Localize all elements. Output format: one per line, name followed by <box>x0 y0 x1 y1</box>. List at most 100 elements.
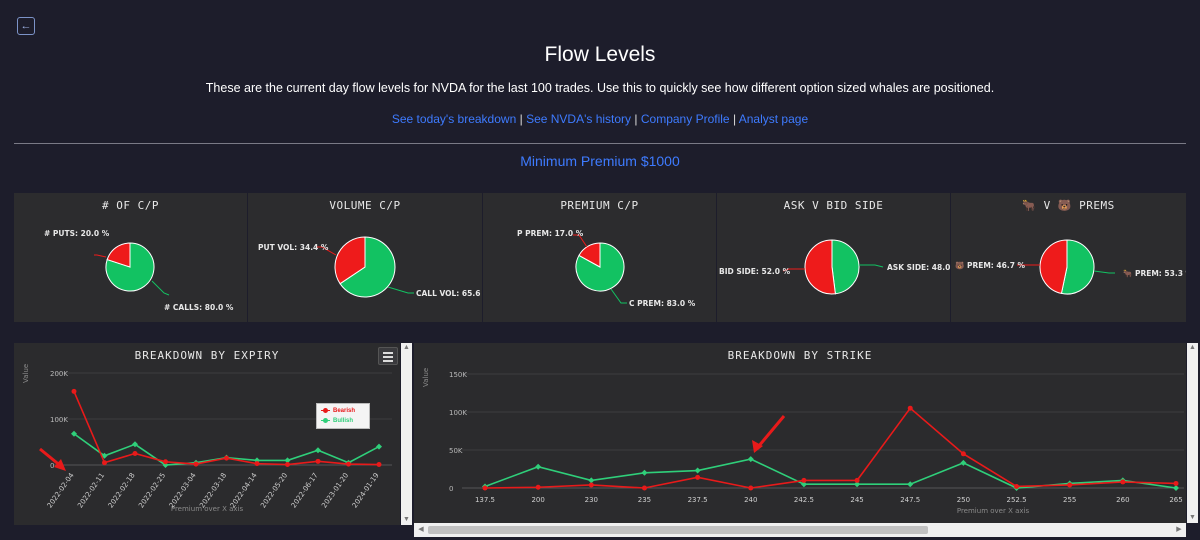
data-point[interactable] <box>588 482 594 488</box>
data-point[interactable] <box>535 484 541 490</box>
strike-vertical-scrollbar[interactable]: ▲ ▼ <box>1187 343 1198 523</box>
data-point[interactable] <box>1014 483 1020 489</box>
data-point[interactable] <box>132 441 138 448</box>
pie-label-red: 🐻 PREM: 46.7 % <box>955 261 1026 270</box>
data-point[interactable] <box>254 461 260 467</box>
data-point[interactable] <box>641 469 648 476</box>
data-point[interactable] <box>71 388 77 394</box>
scroll-left-icon[interactable]: ◀ <box>418 526 424 533</box>
y-axis-label: Value <box>422 368 430 387</box>
data-point[interactable] <box>747 456 754 463</box>
chart-menu-button[interactable] <box>378 347 398 365</box>
data-point[interactable] <box>694 467 701 474</box>
data-point[interactable] <box>163 459 168 465</box>
x-tick-label: 242.5 <box>794 496 814 504</box>
scroll-down-icon[interactable]: ▼ <box>403 516 410 523</box>
pie-slice-green[interactable] <box>105 242 155 292</box>
data-point[interactable] <box>376 443 382 450</box>
legend-dot <box>323 418 328 423</box>
data-point[interactable] <box>588 477 595 484</box>
legend-item-bearish[interactable]: Bearish <box>321 406 367 416</box>
data-point[interactable] <box>1173 485 1179 491</box>
data-point[interactable] <box>800 481 807 488</box>
strike-chart-panel: BREAKDOWN BY STRIKE Value Premium over X… <box>414 343 1186 523</box>
data-point[interactable] <box>748 485 754 491</box>
scroll-right-icon[interactable]: ▶ <box>1176 526 1182 533</box>
x-tick-label: 247.5 <box>900 496 920 504</box>
data-point[interactable] <box>695 474 701 480</box>
hamburger-icon <box>383 360 393 362</box>
x-tick-label: 2022-02-25 <box>137 472 167 510</box>
pie-panel-volume: VOLUME C/P PUT VOL: 34.4 % CALL VOL: 65.… <box>248 193 482 322</box>
strike-horizontal-scrollbar[interactable]: ◀ ▶ <box>414 523 1186 537</box>
annotation-arrow <box>39 447 66 471</box>
data-point[interactable] <box>854 481 861 488</box>
legend-label: Bearish <box>333 408 356 414</box>
pie-slice-red[interactable] <box>106 242 131 268</box>
pie-leader-green <box>387 286 414 294</box>
data-point[interactable] <box>535 463 542 470</box>
data-point[interactable] <box>132 451 138 456</box>
company-profile-link[interactable]: Company Profile <box>640 112 730 126</box>
data-point[interactable] <box>71 430 77 437</box>
x-axis-label: Premium over X axis <box>957 507 1030 515</box>
x-tick-label: 255 <box>1063 496 1076 504</box>
expiry-vertical-scrollbar[interactable]: ▲ ▼ <box>401 343 412 525</box>
pie-slice-red[interactable] <box>804 239 836 295</box>
todays-breakdown-link[interactable]: See today's breakdown <box>391 112 517 126</box>
pie-slice-green[interactable] <box>1060 239 1095 295</box>
pie-slice-green[interactable] <box>575 242 625 292</box>
pie-title: ASK V BID SIDE <box>783 199 884 212</box>
pie-leader-red <box>94 254 107 258</box>
expiry-chart-panel: BREAKDOWN BY EXPIRY Value Premium over X… <box>14 343 400 525</box>
history-link[interactable]: See NVDA's history <box>526 112 632 126</box>
data-point[interactable] <box>1173 480 1179 486</box>
scrollbar-thumb[interactable] <box>428 526 928 534</box>
data-point[interactable] <box>224 455 229 461</box>
data-point[interactable] <box>346 461 351 467</box>
data-point[interactable] <box>641 485 647 491</box>
pie-title: PREMIUM C/P <box>560 199 639 212</box>
pie-label-green: ASK SIDE: 48.0 % <box>887 263 950 272</box>
pie-slice-red[interactable] <box>334 236 366 285</box>
data-point[interactable] <box>960 451 966 457</box>
pie-panel-premium: PREMIUM C/P P PREM: 17.0 % C PREM: 83.0 … <box>483 193 716 322</box>
pie-title: 🐂 V 🐻 PREMS <box>1022 199 1115 212</box>
data-point[interactable] <box>1120 479 1126 485</box>
data-point[interactable] <box>907 405 913 411</box>
minimum-premium: Minimum Premium $1000 <box>520 153 680 169</box>
data-point[interactable] <box>482 485 488 491</box>
link-separator: | <box>519 112 523 126</box>
scroll-up-icon[interactable]: ▲ <box>403 344 410 351</box>
pie-slice-green[interactable] <box>339 236 396 298</box>
data-point[interactable] <box>376 462 382 468</box>
pie-leader-green <box>610 288 627 304</box>
x-tick-label: 2022-02-04 <box>46 471 76 509</box>
nav-links: See today's breakdown | See NVDA's histo… <box>0 112 1200 126</box>
pie-chart <box>782 239 884 295</box>
x-tick-label: 2024-01-19 <box>351 472 381 510</box>
legend-item-bullish[interactable]: Bullish <box>321 416 367 426</box>
pie-slice-red[interactable] <box>1039 239 1068 295</box>
scroll-down-icon[interactable]: ▼ <box>1189 514 1196 521</box>
data-point[interactable] <box>801 477 807 483</box>
data-point[interactable] <box>907 481 914 488</box>
pie-slice-green[interactable] <box>831 239 860 295</box>
data-point[interactable] <box>960 459 967 466</box>
pie-label-green: 🐂 PREM: 53.3 % <box>1123 269 1186 278</box>
data-point[interactable] <box>315 458 321 464</box>
data-point[interactable] <box>1067 482 1073 488</box>
data-point[interactable] <box>102 460 107 466</box>
x-tick-label: 200 <box>531 496 544 504</box>
back-button[interactable]: ← <box>17 17 35 35</box>
analyst-page-link[interactable]: Analyst page <box>738 112 809 126</box>
scroll-up-icon[interactable]: ▲ <box>1189 344 1196 351</box>
data-point[interactable] <box>284 457 291 464</box>
data-point[interactable] <box>315 447 321 454</box>
data-point[interactable] <box>854 477 860 483</box>
data-point[interactable] <box>193 461 199 467</box>
data-point[interactable] <box>285 462 290 468</box>
hamburger-icon <box>383 352 393 354</box>
divider <box>14 143 1186 144</box>
pie-slice-red[interactable] <box>578 242 601 268</box>
